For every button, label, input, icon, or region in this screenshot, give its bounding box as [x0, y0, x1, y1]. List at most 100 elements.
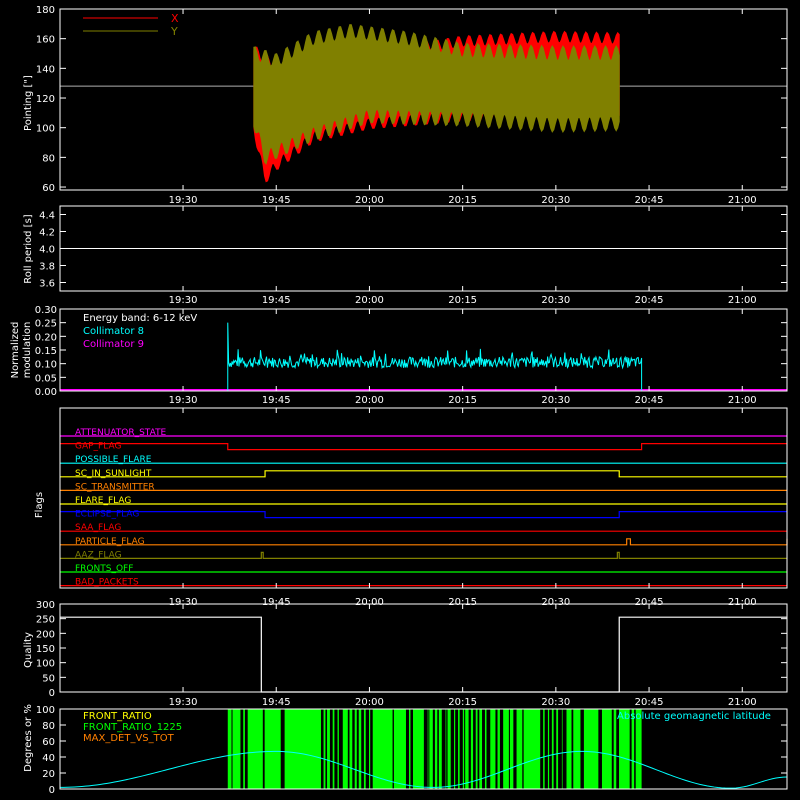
flags-frame [59, 407, 788, 589]
pointing-legend-x: X [171, 12, 179, 25]
x-tick-label: 20:00 [355, 295, 384, 306]
ratio-gap [356, 709, 359, 789]
ratio-gap [338, 709, 343, 789]
ratio-gap [571, 709, 574, 789]
modulation-legend-c8: Collimator 8 [83, 326, 144, 337]
quality-frame [59, 603, 788, 693]
x-tick-label: 20:15 [448, 295, 477, 306]
x-tick-label: 19:30 [169, 395, 198, 406]
y-tick-label: 250 [36, 615, 55, 626]
ratio-gap [544, 709, 548, 789]
quality-ylabel: Quality [23, 632, 34, 668]
x-tick-label: 19:30 [169, 295, 198, 306]
y-tick-label: 0 [49, 688, 55, 699]
flag-label: BAD_PACKETS [75, 578, 139, 588]
pointing-frame [59, 8, 788, 191]
y-tick-label: 3.6 [39, 279, 55, 290]
ratio-gap [262, 709, 265, 789]
x-tick-label: 19:45 [262, 295, 291, 306]
flag-line [60, 511, 787, 519]
ratio-gap [558, 709, 562, 789]
ratio-gap [423, 709, 428, 789]
y-tick-label: 3.8 [39, 262, 55, 273]
x-tick-label: 19:30 [169, 697, 198, 708]
x-tick-label: 20:30 [541, 697, 570, 708]
x-tick-label: 21:00 [728, 597, 757, 608]
modulation-collimator-8 [227, 322, 643, 391]
flag-label: FLARE_FLAG [75, 496, 131, 506]
x-tick-label: 19:45 [262, 195, 291, 206]
ratio-gap [320, 709, 324, 789]
x-tick-label: 20:45 [635, 395, 664, 406]
ratio-gap [392, 709, 394, 789]
ratio-gap [549, 709, 552, 789]
ratio-gap [562, 709, 567, 789]
ratio-gap [477, 709, 480, 789]
ratio-gap [405, 709, 409, 789]
ratio-legend-geomag-lat: Absolute geomagnetic latitude [617, 711, 771, 722]
ratio-gap [629, 709, 632, 789]
ratio-gap [598, 709, 602, 789]
ratio-gap [486, 709, 491, 789]
x-tick-label: 21:00 [728, 697, 757, 708]
flag-label: ECLIPSE_FLAG [75, 510, 139, 520]
modulation-legend-c9: Collimator 9 [83, 339, 144, 350]
ratio-gap [347, 709, 350, 789]
x-tick-label: 19:45 [262, 697, 291, 708]
x-tick-label: 20:00 [355, 597, 384, 608]
ratio-gap [553, 709, 557, 789]
ratio-gap [329, 709, 333, 789]
ratio-gap [459, 709, 463, 789]
x-tick-label: 21:00 [728, 195, 757, 206]
y-tick-label: 80 [42, 153, 55, 164]
y-tick-label: 180 [36, 5, 55, 16]
flag-label: SC_TRANSMITTER [75, 482, 155, 492]
ratio-gap [464, 709, 466, 789]
x-tick-label: 20:45 [635, 597, 664, 608]
flag-label: SC_IN_SUNLIGHT [75, 469, 152, 479]
y-tick-label: 0.00 [35, 387, 57, 398]
modulation-panel: Energy band: 6-12 keV Collimator 8 Colli… [10, 305, 788, 406]
ratio-gap [495, 709, 498, 789]
y-tick-label: 60 [42, 183, 55, 194]
x-tick-label: 20:45 [635, 697, 664, 708]
x-tick-label: 20:30 [541, 395, 570, 406]
y-tick-label: 0.10 [35, 360, 57, 371]
roll-period-frame [59, 205, 788, 292]
flag-line [60, 470, 787, 478]
flag-label: FRONTS_OFF [75, 564, 133, 574]
x-tick-label: 20:45 [635, 195, 664, 206]
x-tick-label: 19:30 [169, 195, 198, 206]
y-tick-label: 40 [42, 753, 55, 764]
ratio-geomag-latitude [59, 750, 788, 789]
y-tick-label: 140 [36, 64, 55, 75]
ratio-gap [244, 709, 248, 789]
ratio-gap [280, 709, 285, 789]
y-tick-label: 4.4 [39, 211, 55, 222]
flag-label: SAA_FLAG [75, 523, 121, 533]
x-tick-label: 19:30 [169, 597, 198, 608]
y-tick-label: 150 [36, 644, 55, 655]
flag-label: GAP_FLAG [75, 442, 121, 452]
x-tick-label: 19:45 [262, 395, 291, 406]
y-tick-label: 0 [49, 785, 55, 796]
roll-period-panel: Roll period [s] 3.6 3.8 4.0 4.2 4.4 19:30 19:… [23, 205, 788, 306]
quality-panel: Quality 0 50 100 150 200 250 300 19:30 19:45 20:… [23, 600, 788, 708]
roll-period-ylabel: Roll period [s] [23, 214, 34, 283]
modulation-frame [59, 308, 788, 392]
modulation-energy-band: Energy band: 6-12 keV [83, 313, 197, 324]
x-tick-label: 20:15 [448, 697, 477, 708]
y-tick-label: 100 [36, 124, 55, 135]
ratio-gap [634, 709, 636, 789]
y-tick-label: 0.05 [35, 373, 57, 384]
y-tick-label: 200 [36, 629, 55, 640]
x-tick-label: 20:45 [635, 295, 664, 306]
ratio-frame [59, 708, 788, 790]
ratio-legend-front-ratio: FRONT_RATIO [83, 711, 152, 722]
flag-label: ATTENUATOR_STATE [75, 428, 167, 438]
flags-ylabel: Flags [34, 492, 45, 518]
y-tick-label: 0.20 [35, 332, 57, 343]
ratio-legend-max-det: MAX_DET_VS_TOT [83, 733, 175, 744]
x-tick-label: 20:30 [541, 195, 570, 206]
